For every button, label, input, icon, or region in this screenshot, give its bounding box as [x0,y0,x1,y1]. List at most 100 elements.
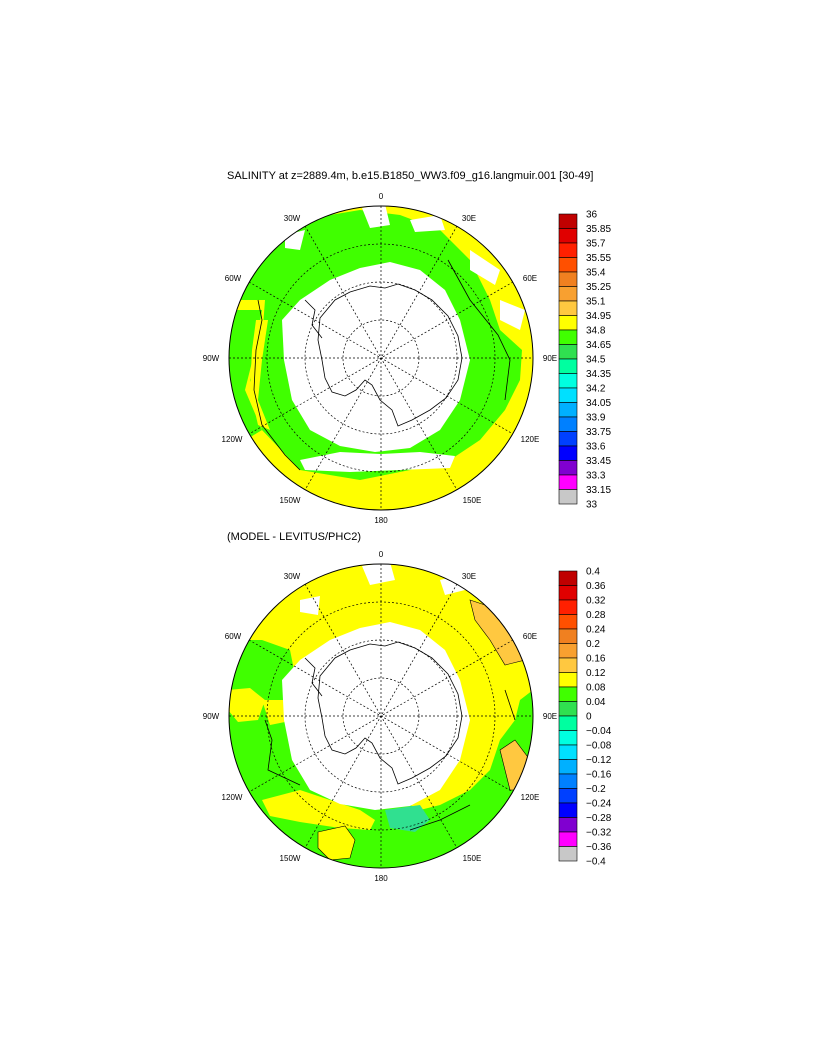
top-colorbar-box [558,373,578,389]
top-colorbar-box [558,489,578,505]
bottom-colorbar-label: 0.36 [586,581,606,592]
top-map-boundary [228,205,534,511]
top-colorbar-label: 35.25 [586,282,611,293]
bottom-field-yellow-patch [262,790,375,830]
bottom-colorbar-label: −0.36 [586,842,612,853]
top-lon-label-90w: 90W [203,354,220,363]
bottom-colorbar-label: −0.16 [586,770,612,781]
bottom-lon-label-60w: 60W [225,632,242,641]
bottom-colorbar-label: −0.28 [586,813,612,824]
bottom-colorbar-box [558,672,578,688]
top-colorbar-label: 33.6 [586,442,606,453]
top-colorbar-label: 34.35 [586,369,611,380]
bottom-colorbar-box [558,802,578,818]
top-colorbar-label: 35.85 [586,224,611,235]
top-colorbar-box [558,329,578,345]
bottom-lon-label-90e: 90E [543,712,557,721]
bottom-field-white-patches [300,564,465,615]
top-longitude-labels: 0 30E 60E 90E 120E 150E 180 150W 120W 90… [203,192,557,525]
bottom-colorbar-box [558,585,578,601]
top-colorbar-box [558,474,578,490]
top-lon-label-0: 0 [379,192,384,201]
bottom-lon-label-150w: 150W [280,854,301,863]
top-colorbar-label: 35.55 [586,253,611,264]
top-lon-label-90e: 90E [543,354,557,363]
bottom-map-boundary [228,563,534,869]
top-colorbar-box [558,460,578,476]
bottom-colorbar-box [558,686,578,702]
top-antarctica-coastline [317,283,463,427]
bottom-longitude-labels: 0 30E 60E 90E 120E 150E 180 150W 120W 90… [203,550,557,883]
bottom-lon-label-30w: 30W [284,572,301,581]
bottom-lon-label-90w: 90W [203,712,220,721]
bottom-field-yellow-ellipse [317,825,356,861]
top-colorbar-box [558,300,578,316]
bottom-colorbar-label: −0.32 [586,828,612,839]
top-colorbar-box [558,402,578,418]
top-colorbar-label: 33 [586,500,598,511]
top-colorbar-label: 33.45 [586,456,611,467]
top-lon-label-120w: 120W [222,435,243,444]
top-colorbar-box [558,416,578,432]
top-colorbar-box [558,315,578,331]
top-colorbar-box [558,344,578,360]
bottom-graticule [229,564,533,868]
top-colorbar-box [558,257,578,273]
bottom-lon-label-120e: 120E [521,793,540,802]
bottom-colorbar-box [558,570,578,586]
top-colorbar-label: 36 [586,210,598,221]
bottom-colorbar-box [558,657,578,673]
bottom-colorbar-label: −0.08 [586,741,612,752]
top-polar-map [228,205,534,511]
bottom-colorbar-box [558,614,578,630]
bottom-colorbar-label: 0.12 [586,668,606,679]
top-colorbar-box [558,271,578,287]
bottom-lon-label-150e: 150E [463,854,482,863]
bottom-contour-lines [264,689,516,831]
top-colorbar-label: 34.5 [586,355,606,366]
top-graticule [229,206,533,510]
top-antarctic-peninsula [304,299,323,339]
top-map-title: SALINITY at z=2889.4m, b.e15.B1850_WW3.f… [227,170,594,182]
top-lon-label-30e: 30E [462,214,476,223]
bottom-colorbar-box [558,599,578,615]
top-colorbar-box [558,358,578,374]
bottom-colorbar-box [558,730,578,746]
top-colorbar-label: 34.65 [586,340,611,351]
top-lon-label-150w: 150W [280,496,301,505]
bottom-colorbar-box [558,715,578,731]
top-lon-label-150e: 150E [463,496,482,505]
bottom-lon-label-60e: 60E [523,632,537,641]
top-field-white-band [300,452,455,472]
bottom-lon-label-30e: 30E [462,572,476,581]
bottom-colorbar-box [558,817,578,833]
bottom-colorbar-label: −0.04 [586,726,612,737]
bottom-colorbar-label: 0.24 [586,625,606,636]
top-colorbar-label: 33.75 [586,427,611,438]
bottom-colorbar-box [558,759,578,775]
top-colorbar-label: 35.1 [586,297,606,308]
bottom-colorbar-box [558,788,578,804]
top-colorbar-label: 33.3 [586,471,606,482]
bottom-colorbar-label: 0.04 [586,697,606,708]
bottom-colorbar-label: 0.32 [586,596,606,607]
bottom-colorbar-label: −0.2 [586,784,606,795]
bottom-antarctica-coastline [317,641,463,785]
bottom-colorbar-box [558,773,578,789]
bottom-colorbar-label: 0.08 [586,683,606,694]
bottom-lon-label-0: 0 [379,550,384,559]
top-colorbar-box [558,242,578,258]
bottom-colorbar-box [558,701,578,717]
bottom-colorbar-box [558,744,578,760]
top-colorbar-box [558,445,578,461]
top-lon-label-60e: 60E [523,274,537,283]
top-colorbar-box [558,431,578,447]
bottom-colorbar-label: 0 [586,712,592,723]
top-colorbar-box [558,228,578,244]
top-field-yellow-band [250,320,270,430]
top-colorbar: 36 35.85 35.7 35.55 35.4 35.25 35.1 34.95 34.8 34… [558,210,611,511]
top-lon-label-120e: 120E [521,435,540,444]
bottom-polar-map [228,563,534,869]
top-contour-lines [253,259,511,471]
